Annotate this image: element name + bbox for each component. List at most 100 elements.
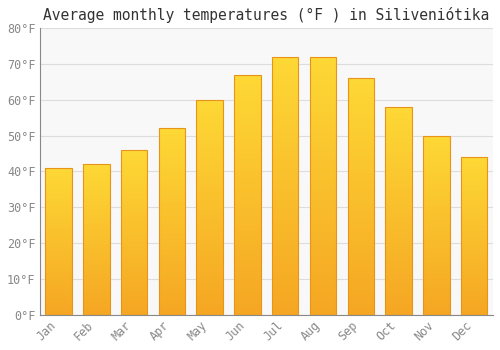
- Bar: [310, 201, 336, 204]
- Bar: [423, 257, 450, 259]
- Bar: [272, 271, 298, 273]
- Bar: [348, 182, 374, 185]
- Bar: [310, 268, 336, 271]
- Bar: [234, 149, 260, 152]
- Bar: [461, 310, 487, 312]
- Bar: [121, 229, 148, 231]
- Bar: [310, 62, 336, 65]
- Bar: [423, 289, 450, 291]
- Bar: [83, 209, 110, 211]
- Bar: [158, 272, 185, 274]
- Bar: [386, 288, 412, 290]
- Bar: [196, 287, 223, 289]
- Bar: [196, 289, 223, 291]
- Bar: [423, 196, 450, 198]
- Bar: [272, 230, 298, 232]
- Bar: [234, 226, 260, 228]
- Bar: [121, 300, 148, 301]
- Bar: [46, 287, 72, 288]
- Bar: [386, 248, 412, 250]
- Bar: [46, 196, 72, 197]
- Bar: [348, 95, 374, 97]
- Bar: [158, 294, 185, 296]
- Bar: [461, 203, 487, 204]
- Bar: [310, 188, 336, 191]
- Bar: [46, 291, 72, 293]
- Bar: [461, 256, 487, 258]
- Bar: [423, 157, 450, 159]
- Bar: [423, 222, 450, 223]
- Bar: [46, 226, 72, 228]
- Bar: [83, 215, 110, 217]
- Bar: [348, 156, 374, 159]
- Bar: [158, 281, 185, 283]
- Bar: [83, 264, 110, 265]
- Bar: [272, 126, 298, 129]
- Bar: [83, 194, 110, 196]
- Bar: [196, 233, 223, 235]
- Bar: [310, 281, 336, 284]
- Bar: [461, 289, 487, 291]
- Bar: [423, 184, 450, 186]
- Bar: [46, 294, 72, 295]
- Bar: [196, 147, 223, 149]
- Bar: [234, 310, 260, 312]
- Bar: [348, 218, 374, 220]
- Bar: [46, 257, 72, 259]
- Bar: [348, 177, 374, 180]
- Bar: [272, 124, 298, 126]
- Bar: [46, 208, 72, 209]
- Bar: [158, 287, 185, 288]
- Bar: [196, 143, 223, 145]
- Bar: [46, 285, 72, 287]
- Bar: [310, 111, 336, 114]
- Bar: [348, 130, 374, 133]
- Bar: [196, 169, 223, 171]
- Bar: [158, 251, 185, 253]
- Bar: [234, 288, 260, 290]
- Bar: [121, 288, 148, 290]
- Bar: [461, 160, 487, 162]
- Bar: [46, 259, 72, 260]
- Bar: [348, 298, 374, 300]
- Bar: [423, 229, 450, 231]
- Bar: [196, 106, 223, 108]
- Bar: [386, 213, 412, 215]
- Bar: [423, 245, 450, 247]
- Bar: [272, 96, 298, 98]
- Bar: [121, 196, 148, 198]
- Bar: [121, 163, 148, 165]
- Bar: [461, 171, 487, 173]
- Bar: [121, 260, 148, 262]
- Bar: [83, 238, 110, 239]
- Bar: [46, 268, 72, 269]
- Bar: [158, 153, 185, 155]
- Bar: [121, 282, 148, 283]
- Bar: [196, 166, 223, 169]
- Bar: [461, 214, 487, 215]
- Bar: [121, 310, 148, 311]
- Bar: [423, 198, 450, 200]
- Bar: [386, 290, 412, 292]
- Bar: [423, 279, 450, 281]
- Bar: [386, 230, 412, 232]
- Bar: [272, 93, 298, 96]
- Bar: [83, 193, 110, 194]
- Bar: [310, 85, 336, 88]
- Bar: [348, 138, 374, 140]
- Bar: [461, 189, 487, 190]
- Bar: [196, 119, 223, 121]
- Bar: [121, 189, 148, 191]
- Bar: [386, 240, 412, 242]
- Bar: [83, 178, 110, 179]
- Bar: [83, 191, 110, 193]
- Bar: [272, 304, 298, 307]
- Bar: [461, 231, 487, 233]
- Bar: [272, 263, 298, 266]
- Bar: [386, 203, 412, 204]
- Bar: [423, 177, 450, 178]
- Bar: [348, 223, 374, 225]
- Bar: [121, 305, 148, 306]
- Bar: [83, 289, 110, 290]
- Bar: [196, 224, 223, 226]
